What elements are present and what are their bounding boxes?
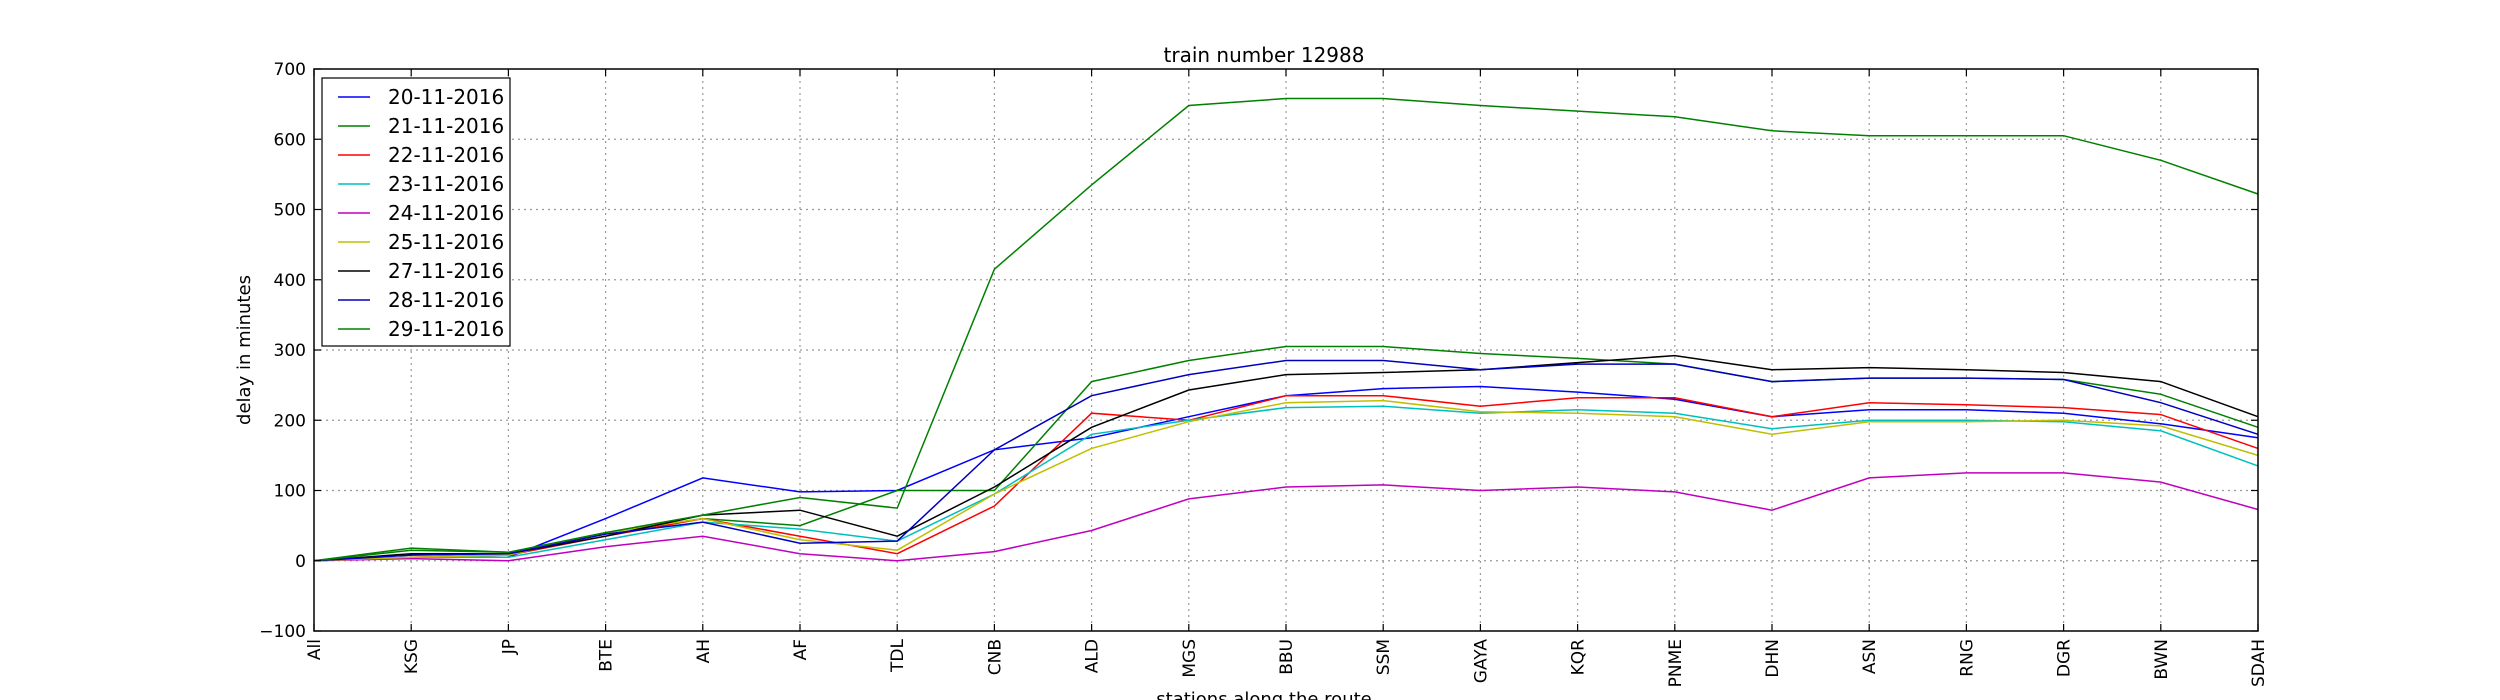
x-tick-label: SDAH <box>2249 639 2269 687</box>
x-tick-label: All <box>305 639 325 660</box>
y-tick-label: 600 <box>274 130 306 150</box>
x-tick-label: ASN <box>1860 639 1880 674</box>
legend-label: 20-11-2016 <box>388 85 504 109</box>
x-tick-label: JP <box>499 639 519 655</box>
y-axis-title: delay in minutes <box>234 275 255 425</box>
legend-label: 24-11-2016 <box>388 201 504 225</box>
legend-label: 21-11-2016 <box>388 114 504 138</box>
legend-label: 22-11-2016 <box>388 143 504 167</box>
series-line-23-11-2016 <box>313 405 2259 562</box>
y-tick-label: 200 <box>274 411 306 431</box>
x-tick-label: PNME <box>1666 639 1686 687</box>
x-tick-label: TDL <box>888 638 908 672</box>
x-tick-label: AF <box>791 639 811 660</box>
x-tick-label: RNG <box>1957 639 1977 677</box>
y-tick-label: 0 <box>295 552 306 572</box>
x-tick-label: CNB <box>985 639 1005 675</box>
x-tick-label: DGR <box>2055 639 2075 677</box>
x-tick-label: DHN <box>1763 639 1783 678</box>
legend-label: 23-11-2016 <box>388 172 504 196</box>
chart-title: train number 12988 <box>1164 43 1365 67</box>
y-tick-label: 400 <box>274 271 306 291</box>
x-tick-label: MGS <box>1180 639 1200 678</box>
y-tick-label: 300 <box>274 341 306 361</box>
y-tick-label: 500 <box>274 201 306 221</box>
x-axis-ticks: All KSG JP BTE AH AF TDL CNB ALD MGS BBU SSM GAYA KQR… <box>305 69 2269 687</box>
series-line-29-11-2016 <box>313 97 2259 562</box>
y-axis-ticks: −100 0 100 200 300 400 500 600 700 <box>259 60 2258 642</box>
legend-items: 20-11-2016 21-11-2016 22-11-2016 23-11-2016… <box>338 85 504 341</box>
x-tick-label: BWN <box>2152 639 2172 680</box>
x-tick-label: BBU <box>1277 639 1297 675</box>
legend: 20-11-2016 21-11-2016 22-11-2016 23-11-2016… <box>321 77 511 347</box>
x-tick-label: KQR <box>1569 639 1589 676</box>
y-tick-label: 700 <box>274 60 306 80</box>
series-line-25-11-2016 <box>313 399 2259 562</box>
x-tick-label: GAYA <box>1471 639 1491 684</box>
x-tick-label: BTE <box>597 639 617 672</box>
grid <box>314 69 2258 631</box>
x-tick-label: KSG <box>402 639 422 674</box>
y-tick-label: −100 <box>259 622 306 642</box>
legend-label: 27-11-2016 <box>388 259 504 283</box>
y-tick-label: 100 <box>274 482 306 502</box>
legend-frame <box>321 77 511 347</box>
series-lines <box>313 97 2259 562</box>
legend-label: 28-11-2016 <box>388 288 504 312</box>
legend-label: 25-11-2016 <box>388 230 504 254</box>
x-tick-label: SSM <box>1374 639 1394 675</box>
x-axis-title: stations along the route <box>1156 689 1371 700</box>
x-tick-label: AH <box>694 639 714 663</box>
series-line-28-11-2016 <box>313 359 2259 562</box>
series-line-24-11-2016 <box>313 472 2259 562</box>
x-tick-label: ALD <box>1083 639 1103 673</box>
legend-label: 29-11-2016 <box>388 317 504 341</box>
series-line-27-11-2016 <box>313 354 2259 562</box>
